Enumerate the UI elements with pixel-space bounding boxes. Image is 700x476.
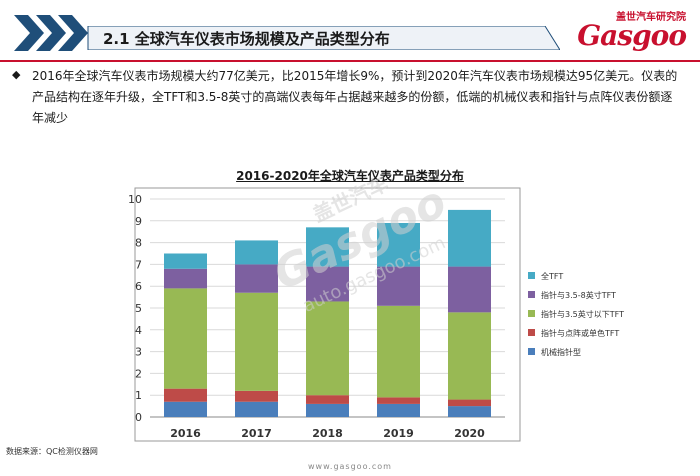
bar-segment (164, 401, 207, 417)
x-tick-label: 2017 (241, 427, 272, 440)
diamond-bullet-icon: ◆ (12, 68, 21, 81)
legend-swatch (528, 348, 535, 355)
bar-segment (377, 266, 420, 306)
bar-segment (164, 288, 207, 389)
bar-segment (448, 266, 491, 313)
y-tick-label: 0 (135, 411, 142, 424)
x-tick-label: 2016 (170, 427, 201, 440)
header-divider (0, 60, 700, 62)
data-source: 数据来源：QC检测仪器网 (6, 447, 98, 456)
footer-url: www.gasgoo.com (308, 462, 392, 471)
plot-frame (134, 187, 521, 442)
legend-label: 指针与3.5-8英寸TFT (541, 290, 616, 300)
y-tick-label: 8 (135, 237, 142, 250)
bar-segment (448, 312, 491, 400)
bar-segment (448, 406, 491, 417)
bar-segment (164, 268, 207, 289)
chevron-arrows-icon (14, 15, 88, 51)
y-tick-label: 6 (135, 280, 142, 293)
y-tick-label: 10 (128, 193, 142, 206)
bar-segment (448, 399, 491, 407)
gasgoo-watermark: 盖世汽车 Gasgoo auto.gasgoo.com (266, 171, 454, 317)
bar-segment (448, 209, 491, 267)
gasgoo-logo: 盖世汽车研究院 Gasgoo (566, 8, 687, 54)
bar-segment (306, 266, 349, 302)
logo-cn-text: 盖世汽车研究院 (616, 12, 686, 23)
legend-swatch (528, 329, 535, 336)
bar-segment (306, 227, 349, 267)
x-tick-label: 2019 (383, 427, 414, 440)
y-tick-label: 9 (135, 215, 142, 228)
bar-segment (235, 240, 278, 265)
y-tick-label: 7 (135, 258, 142, 271)
y-tick-label: 5 (135, 302, 142, 315)
legend-swatch (528, 272, 535, 279)
legend-swatch (528, 310, 535, 317)
bar-segment (377, 305, 420, 398)
page-title: 2.1 全球汽车仪表市场规模及产品类型分布 (103, 30, 390, 48)
title-band (87, 26, 560, 50)
bar-segment (377, 403, 420, 417)
legend-swatch (528, 291, 535, 298)
bar-segment (306, 395, 349, 404)
bar-segment (306, 301, 349, 396)
legend-label: 指针与点阵或单色TFT (541, 328, 619, 338)
x-tick-label: 2018 (312, 427, 343, 440)
bar-segment (164, 388, 207, 402)
bar-segment (235, 264, 278, 293)
x-tick-label: 2020 (454, 427, 485, 440)
bar-segment (235, 390, 278, 402)
bar-segment (306, 403, 349, 417)
legend-label: 全TFT (541, 271, 563, 281)
bar-segment (377, 222, 420, 267)
chart-title: 2016-2020年全球汽车仪表产品类型分布 (236, 169, 464, 183)
bar-segment (235, 292, 278, 391)
bar-segment (235, 401, 278, 417)
bar-segment (164, 253, 207, 269)
bar-segment (377, 397, 420, 404)
legend-label: 指针与3.5英寸以下TFT (541, 309, 624, 319)
y-tick-label: 1 (135, 389, 142, 402)
logo-en-text: Gasgoo (577, 19, 687, 52)
y-tick-label: 3 (135, 346, 142, 359)
legend-label: 机械指针型 (541, 347, 581, 357)
header: 2.1 全球汽车仪表市场规模及产品类型分布 盖世汽车研究院 Gasgoo (0, 0, 700, 60)
body-paragraph: 2016年全球汽车仪表市场规模大约77亿美元，比2015年增长9%，预计到202… (32, 69, 678, 125)
y-tick-label: 4 (135, 324, 142, 337)
y-tick-label: 2 (135, 367, 142, 380)
